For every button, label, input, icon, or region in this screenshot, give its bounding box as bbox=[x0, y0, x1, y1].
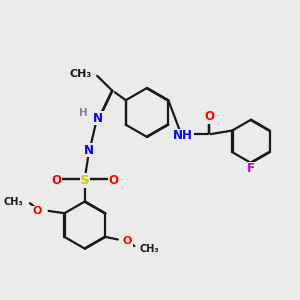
Text: O: O bbox=[51, 174, 61, 187]
Text: O: O bbox=[32, 206, 41, 216]
Text: NH: NH bbox=[173, 129, 193, 142]
Text: F: F bbox=[247, 162, 255, 175]
Text: S: S bbox=[80, 174, 90, 187]
Text: N: N bbox=[93, 112, 103, 125]
Text: CH₃: CH₃ bbox=[70, 70, 92, 80]
Text: N: N bbox=[84, 144, 94, 157]
Text: CH₃: CH₃ bbox=[4, 197, 23, 207]
Text: CH₃: CH₃ bbox=[139, 244, 159, 254]
Text: O: O bbox=[123, 236, 132, 246]
Text: O: O bbox=[204, 110, 214, 123]
Text: O: O bbox=[109, 174, 119, 187]
Text: H: H bbox=[79, 108, 87, 118]
